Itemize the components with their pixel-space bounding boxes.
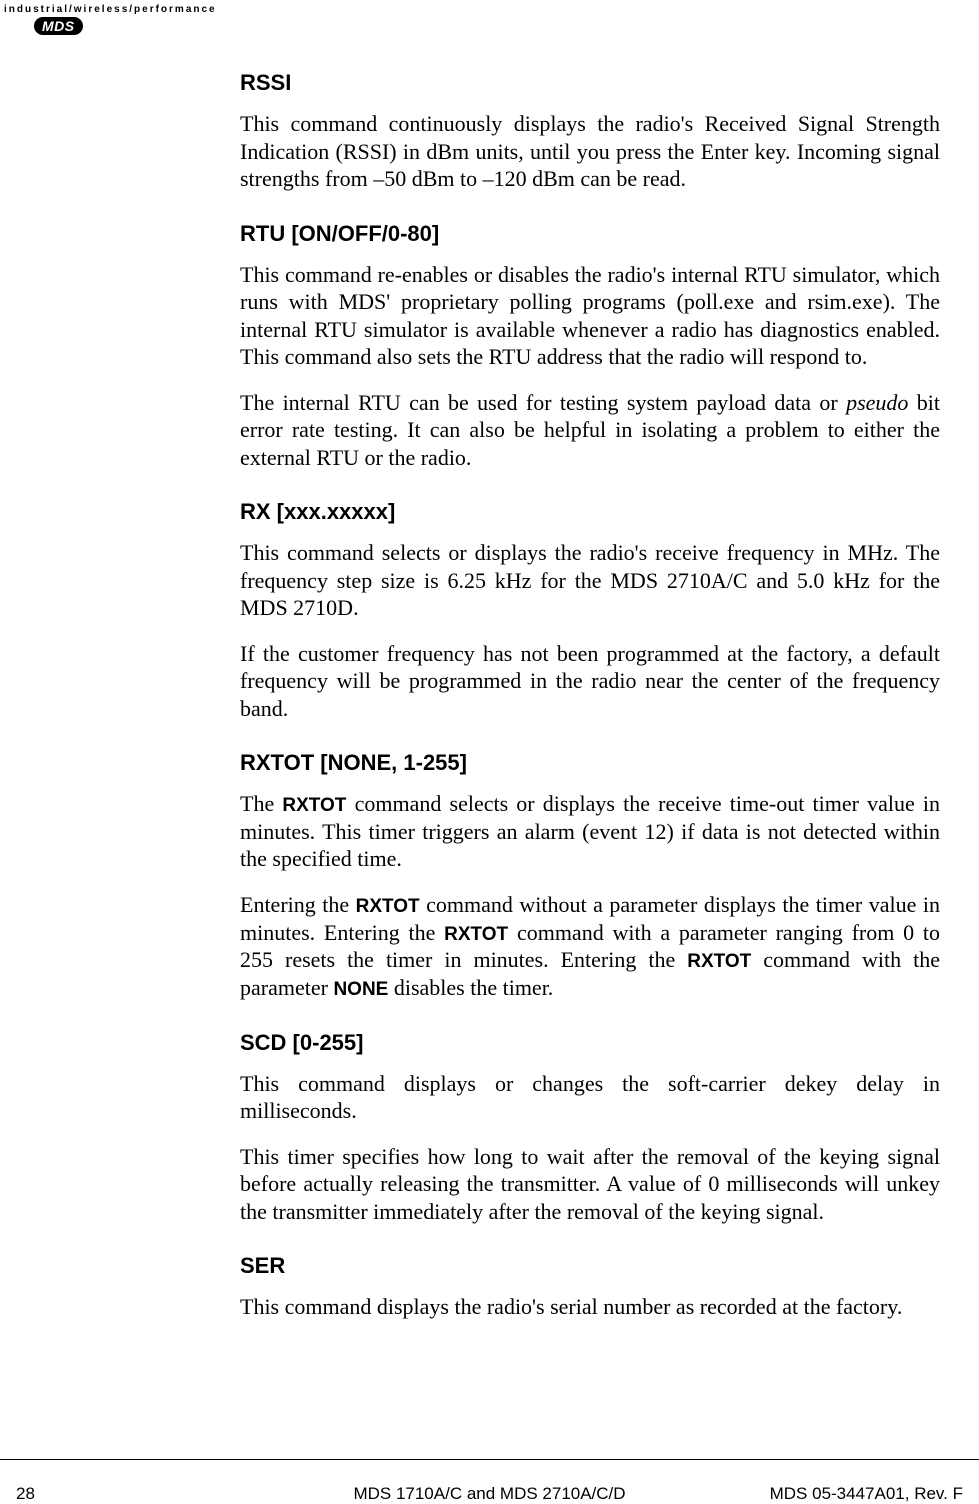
text-span: The internal RTU can be used for testing… bbox=[240, 390, 846, 415]
footer-rule bbox=[0, 1459, 979, 1460]
para-scd-2: This timer specifies how long to wait af… bbox=[240, 1143, 940, 1226]
cmd-rxtot: RXTOT bbox=[444, 924, 508, 945]
page-content: RSSI This command continuously displays … bbox=[240, 60, 940, 1339]
para-rtu-1: This command re-enables or disables the … bbox=[240, 261, 940, 371]
italic-pseudo: pseudo bbox=[846, 390, 908, 415]
mds-logo: MDS bbox=[34, 17, 217, 36]
section-title-rx: RX [xxx.xxxxx] bbox=[240, 499, 940, 525]
section-title-rxtot: RXTOT [NONE, 1-255] bbox=[240, 750, 940, 776]
text-span: Entering the bbox=[240, 892, 356, 917]
para-rssi-1: This command continuously displays the r… bbox=[240, 110, 940, 193]
cmd-none: NONE bbox=[333, 979, 388, 1000]
section-title-rssi: RSSI bbox=[240, 70, 940, 96]
cmd-rxtot: RXTOT bbox=[282, 795, 346, 816]
document-page: industrial/wireless/performance MDS RSSI… bbox=[0, 0, 979, 1492]
section-title-rtu: RTU [ON/OFF/0-80] bbox=[240, 221, 940, 247]
cmd-rxtot: RXTOT bbox=[687, 951, 751, 972]
para-rx-1: This command selects or displays the rad… bbox=[240, 539, 940, 622]
page-header: industrial/wireless/performance MDS bbox=[4, 4, 217, 36]
header-tagline: industrial/wireless/performance bbox=[4, 4, 217, 15]
para-ser-1: This command displays the radio's serial… bbox=[240, 1293, 940, 1321]
para-rx-2: If the customer frequency has not been p… bbox=[240, 640, 940, 723]
para-rxtot-1: The RXTOT command selects or displays th… bbox=[240, 790, 940, 873]
text-span: disables the timer. bbox=[388, 975, 553, 1000]
para-rtu-2: The internal RTU can be used for testing… bbox=[240, 389, 940, 472]
para-rxtot-2: Entering the RXTOT command without a par… bbox=[240, 891, 940, 1002]
section-title-scd: SCD [0-255] bbox=[240, 1030, 940, 1056]
footer-right-text: MDS 05-3447A01, Rev. F bbox=[770, 1484, 963, 1504]
section-title-ser: SER bbox=[240, 1253, 940, 1279]
text-span: The bbox=[240, 791, 282, 816]
mds-logo-text: MDS bbox=[34, 17, 83, 35]
para-scd-1: This command displays or changes the sof… bbox=[240, 1070, 940, 1125]
cmd-rxtot: RXTOT bbox=[356, 896, 420, 917]
